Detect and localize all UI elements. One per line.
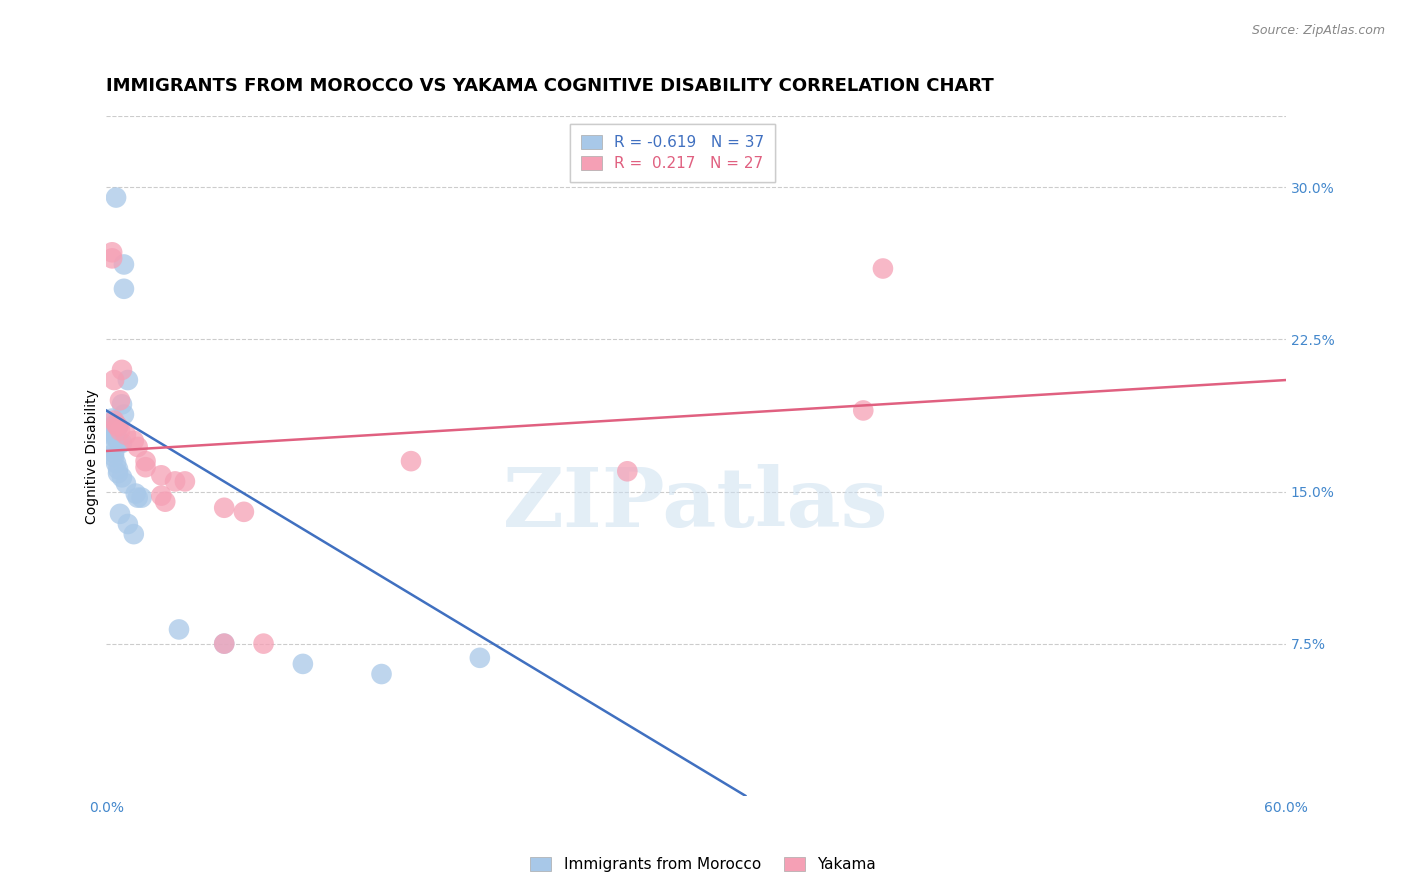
- Point: [252, 637, 274, 651]
- Point: [107, 419, 129, 434]
- Point: [232, 505, 254, 519]
- Point: [101, 442, 124, 456]
- Legend: Immigrants from Morocco, Yakama: Immigrants from Morocco, Yakama: [522, 849, 884, 880]
- Point: [101, 411, 124, 425]
- Point: [122, 434, 145, 448]
- Point: [117, 516, 139, 531]
- Point: [852, 403, 875, 417]
- Point: [167, 623, 190, 637]
- Point: [103, 450, 125, 464]
- Point: [155, 494, 177, 508]
- Point: [107, 419, 129, 434]
- Point: [111, 470, 134, 484]
- Point: [127, 440, 149, 454]
- Point: [101, 252, 124, 266]
- Point: [291, 657, 314, 671]
- Point: [135, 454, 157, 468]
- Point: [105, 456, 128, 470]
- Point: [125, 486, 148, 500]
- Point: [105, 422, 128, 436]
- Point: [212, 637, 235, 651]
- Point: [115, 476, 138, 491]
- Point: [111, 436, 134, 450]
- Point: [103, 446, 125, 460]
- Point: [105, 190, 128, 204]
- Point: [111, 363, 134, 377]
- Point: [150, 468, 173, 483]
- Point: [616, 464, 638, 478]
- Point: [103, 419, 125, 434]
- Point: [111, 397, 134, 411]
- Text: ZIPatlas: ZIPatlas: [503, 464, 889, 543]
- Point: [107, 467, 129, 481]
- Text: IMMIGRANTS FROM MOROCCO VS YAKAMA COGNITIVE DISABILITY CORRELATION CHART: IMMIGRANTS FROM MOROCCO VS YAKAMA COGNIT…: [107, 78, 994, 95]
- Point: [117, 373, 139, 387]
- Point: [103, 373, 125, 387]
- Point: [108, 507, 131, 521]
- Point: [101, 245, 124, 260]
- Point: [150, 489, 173, 503]
- Point: [105, 430, 128, 444]
- Point: [165, 475, 187, 489]
- Point: [212, 637, 235, 651]
- Point: [105, 417, 128, 432]
- Point: [108, 436, 131, 450]
- Point: [112, 257, 135, 271]
- Point: [107, 434, 129, 448]
- Point: [122, 527, 145, 541]
- Point: [112, 282, 135, 296]
- Point: [399, 454, 422, 468]
- Point: [103, 430, 125, 444]
- Point: [174, 475, 197, 489]
- Point: [468, 650, 491, 665]
- Point: [212, 500, 235, 515]
- Point: [103, 417, 125, 432]
- Point: [115, 427, 138, 442]
- Legend: R = -0.619   N = 37, R =  0.217   N = 27: R = -0.619 N = 37, R = 0.217 N = 27: [569, 124, 775, 182]
- Point: [101, 425, 124, 440]
- Point: [135, 460, 157, 475]
- Point: [107, 462, 129, 476]
- Point: [105, 417, 128, 432]
- Point: [112, 408, 135, 422]
- Point: [872, 261, 894, 276]
- Point: [103, 414, 125, 428]
- Point: [131, 491, 153, 505]
- Y-axis label: Cognitive Disability: Cognitive Disability: [86, 389, 100, 524]
- Point: [127, 491, 149, 505]
- Point: [370, 667, 392, 681]
- Point: [108, 393, 131, 408]
- Text: Source: ZipAtlas.com: Source: ZipAtlas.com: [1251, 24, 1385, 37]
- Point: [108, 424, 131, 438]
